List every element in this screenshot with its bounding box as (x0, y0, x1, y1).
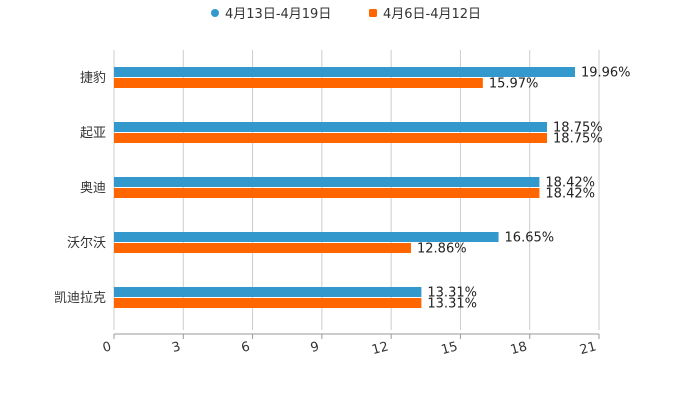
data-label: 13.31% (427, 286, 477, 301)
bar-week-current (114, 67, 575, 77)
data-label: 18.42% (545, 187, 595, 202)
legend-label: 4月13日-4月19日 (225, 7, 331, 22)
data-label: 18.75% (553, 132, 603, 147)
legend-label: 4月6日-4月12日 (383, 7, 481, 22)
bar-week-previous (114, 133, 548, 143)
bar-week-current (114, 122, 548, 132)
bar-week-previous (114, 78, 483, 88)
x-tick-label: 3 (170, 339, 182, 356)
bar-week-previous (114, 298, 422, 308)
x-tick-label: 12 (370, 339, 390, 358)
x-tick-label: 21 (578, 339, 598, 358)
category-label: 沃尔沃 (67, 236, 106, 251)
x-tick-label: 0 (101, 339, 113, 356)
data-label: 12.86% (417, 242, 467, 257)
bar-week-current (114, 232, 499, 242)
data-label: 18.75% (553, 121, 603, 136)
x-tick-label: 6 (240, 339, 252, 356)
legend-marker (211, 9, 219, 17)
category-label: 凯迪拉克 (54, 291, 106, 306)
data-label: 15.97% (489, 77, 539, 92)
bar-week-previous (114, 243, 412, 253)
bar-week-previous (114, 188, 540, 198)
data-label: 19.96% (581, 66, 631, 81)
category-label: 奥迪 (80, 181, 106, 196)
category-label: 捷豹 (80, 71, 106, 86)
x-tick-label: 18 (509, 339, 529, 358)
data-label: 13.31% (427, 297, 477, 312)
category-label: 起亚 (80, 126, 106, 141)
data-label: 18.42% (545, 176, 595, 191)
x-tick-label: 9 (309, 339, 321, 356)
legend-marker (369, 9, 377, 17)
bar-week-current (114, 287, 422, 297)
data-label: 16.65% (505, 231, 555, 246)
x-tick-label: 15 (440, 339, 460, 358)
bar-week-current (114, 177, 540, 187)
